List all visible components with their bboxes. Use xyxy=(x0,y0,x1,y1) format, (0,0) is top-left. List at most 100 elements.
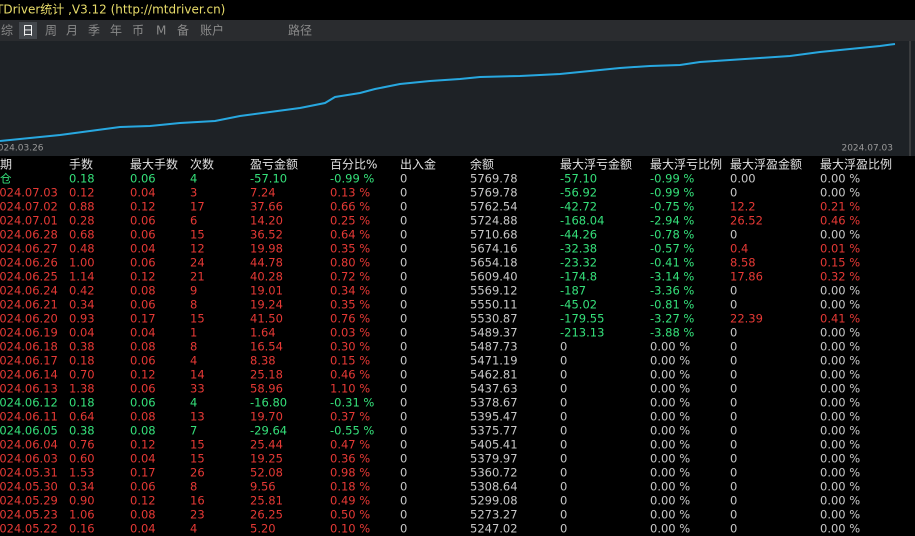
cell: 0.48 xyxy=(69,242,95,256)
cell: -0.99 % xyxy=(650,172,694,186)
cell: 25.44 xyxy=(250,438,283,452)
cell: 0.01 % xyxy=(820,242,860,256)
row-date: 2024.06.03 xyxy=(0,452,58,466)
tab[interactable]: 周 xyxy=(45,24,57,38)
cell: -56.92 xyxy=(560,186,597,200)
cell: 0.00 % xyxy=(820,452,860,466)
cell: 0.00 % xyxy=(650,382,690,396)
curve-start-date: 2024.03.26 xyxy=(0,144,44,154)
cell: 0 xyxy=(400,480,407,494)
cell: 5609.40 xyxy=(470,270,518,284)
cell: 0.76 xyxy=(69,438,95,452)
cell: 7 xyxy=(190,424,197,438)
cell: 21 xyxy=(190,270,205,284)
cell: 0.00 % xyxy=(820,410,860,424)
tab[interactable]: 币 xyxy=(132,24,144,38)
cell: 0.00 % xyxy=(650,494,690,508)
column-header: 出入金 xyxy=(400,157,436,172)
tab[interactable]: 年 xyxy=(110,24,122,38)
cell: 0.00 % xyxy=(820,382,860,396)
cell: -45.02 xyxy=(560,298,597,312)
cell: -0.41 % xyxy=(650,256,694,270)
row-date: 2024.06.14 xyxy=(0,368,58,382)
cell: 0.00 % xyxy=(650,396,690,410)
cell: 0.98 % xyxy=(330,466,370,480)
cell: -0.99 % xyxy=(650,186,694,200)
cell: 0.50 % xyxy=(330,508,370,522)
row-date: 2024.06.26 xyxy=(0,256,58,270)
cell: 1.06 xyxy=(69,508,95,522)
cell: 0.00 % xyxy=(650,480,690,494)
cell: 0 xyxy=(560,382,567,396)
cell: 0.00 % xyxy=(820,354,860,368)
cell: 5569.12 xyxy=(470,284,518,298)
cell: 15 xyxy=(190,452,205,466)
cell: 12 xyxy=(190,242,205,256)
cell: 0 xyxy=(730,424,737,438)
cell: 0.12 xyxy=(130,270,156,284)
cell: 0.12 xyxy=(130,494,156,508)
cell: 0.04 xyxy=(130,326,156,340)
cell: 9 xyxy=(190,284,197,298)
row-date: 2024.06.18 xyxy=(0,340,58,354)
cell: 0.00 % xyxy=(820,438,860,452)
cell: -3.88 % xyxy=(650,326,694,340)
row-date: 2024.06.27 xyxy=(0,242,58,256)
cell: 0.30 % xyxy=(330,340,370,354)
cell: 0 xyxy=(400,494,407,508)
cell: 0.35 % xyxy=(330,298,370,312)
cell: 8 xyxy=(190,480,197,494)
cell: 0 xyxy=(730,480,737,494)
tab[interactable]: 路径 xyxy=(288,23,312,38)
tab[interactable]: 月 xyxy=(66,24,78,38)
cell: 0.34 xyxy=(69,298,95,312)
tab[interactable]: 备 xyxy=(177,24,189,38)
cell: 0.00 % xyxy=(650,368,690,382)
cell: 5462.81 xyxy=(470,368,518,382)
cell: 0.06 xyxy=(130,214,156,228)
cell: 0.00 % xyxy=(650,438,690,452)
cell: 0.00 % xyxy=(650,508,690,522)
tab[interactable]: 账户 xyxy=(200,23,224,38)
cell: 0.42 xyxy=(69,284,95,298)
column-header: 最大手数 xyxy=(130,157,178,172)
cell: 19.01 xyxy=(250,284,283,298)
cell: -2.94 % xyxy=(650,214,694,228)
cell: 26.25 xyxy=(250,508,283,522)
tab[interactable]: 日 xyxy=(22,24,34,38)
cell: 0.00 % xyxy=(820,494,860,508)
cell: 0.04 xyxy=(130,452,156,466)
cell: 0.04 xyxy=(130,522,156,536)
cell: 0 xyxy=(400,284,407,298)
row-date: 2024.05.23 xyxy=(0,508,58,522)
column-header: 最大浮盈比例 xyxy=(820,158,892,172)
curve-end-date: 2024.07.03 xyxy=(841,144,893,154)
cell: -0.81 % xyxy=(650,298,694,312)
cell: 5489.37 xyxy=(470,326,518,340)
cell: 0 xyxy=(400,340,407,354)
cell: 0 xyxy=(560,396,567,410)
cell: -179.55 xyxy=(560,312,604,326)
cell: 5724.88 xyxy=(470,214,518,228)
row-date: 2024.06.17 xyxy=(0,354,58,368)
cell: 5550.11 xyxy=(470,298,518,312)
cell: 0 xyxy=(730,522,737,536)
tab[interactable]: 综 xyxy=(1,24,13,38)
cell: 0.49 % xyxy=(330,494,370,508)
cell: 0.00 % xyxy=(820,172,860,186)
cell: 0 xyxy=(730,396,737,410)
cell: 0 xyxy=(560,368,567,382)
tab[interactable]: 季 xyxy=(88,24,100,38)
row-date: 2024.06.13 xyxy=(0,382,58,396)
cell: 19.25 xyxy=(250,452,283,466)
row-date: 2024.05.29 xyxy=(0,494,58,508)
cell: -174.8 xyxy=(560,270,597,284)
cell: 0.66 % xyxy=(330,200,370,214)
cell: 0 xyxy=(560,466,567,480)
cell: 0.06 xyxy=(130,172,156,186)
row-date: 2024.07.02 xyxy=(0,200,58,214)
cell: 0 xyxy=(560,480,567,494)
row-date: 2024.06.28 xyxy=(0,228,58,242)
tab[interactable]: M xyxy=(156,24,166,38)
